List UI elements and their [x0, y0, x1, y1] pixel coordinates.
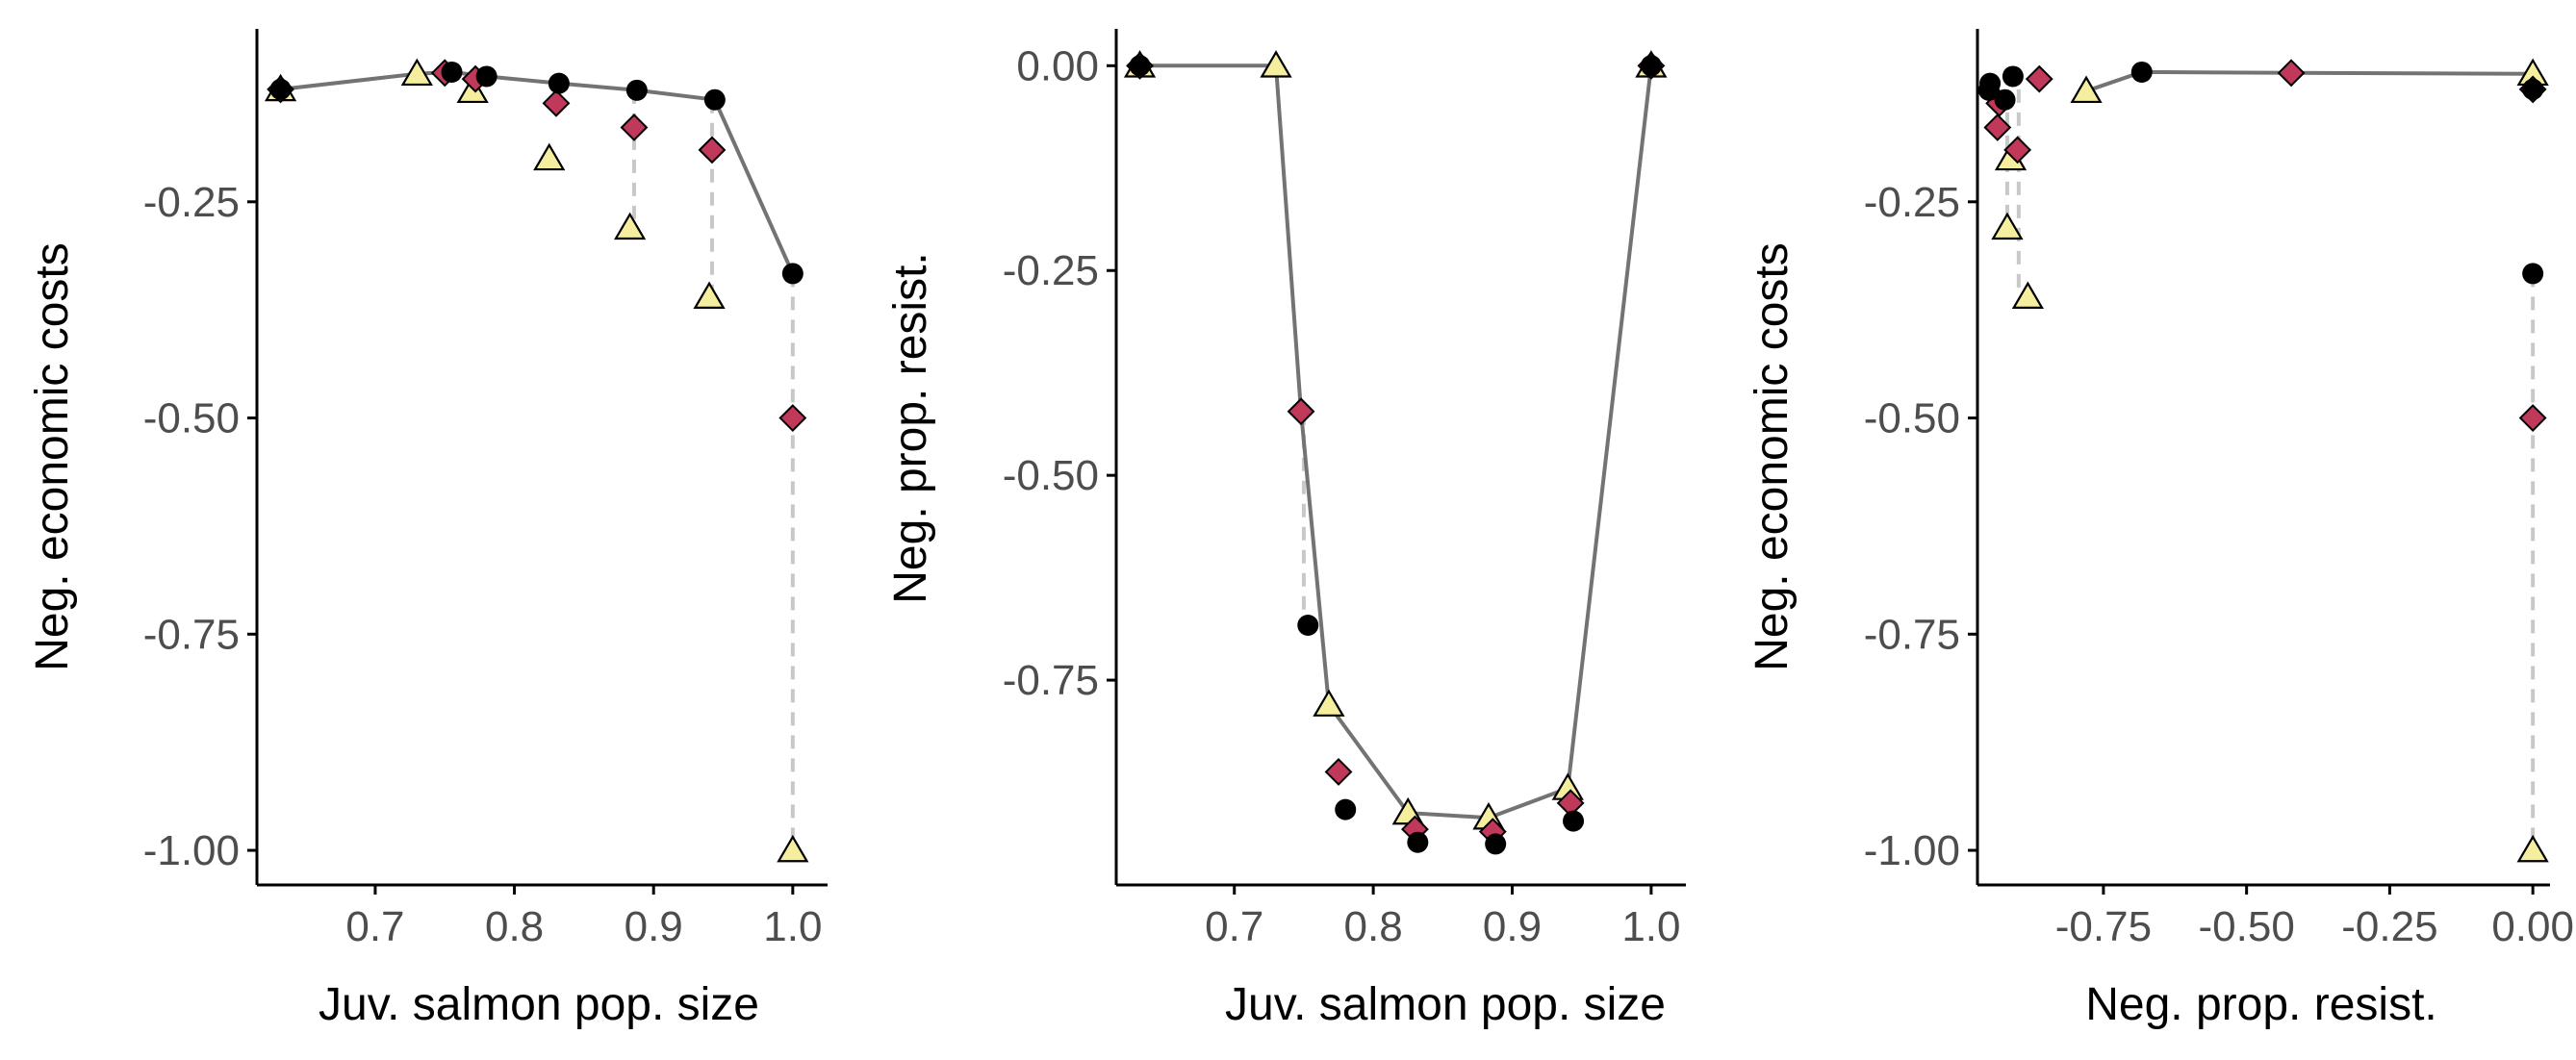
panel-middle-x-axis-title: Juv. salmon pop. size [1225, 979, 1666, 1030]
panel-left-y-tick-label: -0.50 [143, 395, 240, 442]
panel-middle-y-tick-label: -0.50 [1003, 452, 1099, 499]
panel-left-x-tick-label: 0.7 [345, 903, 404, 950]
panel-middle-circle-point [1297, 615, 1319, 637]
panel-right-triangle-point [2011, 281, 2044, 309]
panel-middle-y-axis-title: Neg. prop. resist. [885, 252, 936, 603]
panel-middle-diamond-point [1324, 758, 1353, 786]
panel-right-y-tick-label: -0.75 [1864, 611, 1960, 658]
panel-right-x-tick-label: -0.50 [2199, 903, 2295, 950]
panel-left-y-tick-label: -0.75 [143, 611, 240, 658]
panel-middle-y-tick-label: 0.00 [1016, 42, 1099, 89]
panel-middle-frontier-line [1139, 63, 1653, 820]
panel-right-circle-point [2522, 263, 2544, 285]
panel-right-circle-point [2002, 65, 2024, 88]
panel-middle: Juv. salmon pop. size Neg. prop. resist.… [885, 29, 1686, 1030]
panel-middle-diamond-point [1287, 397, 1315, 426]
panel-right: Neg. prop. resist. Neg. economic costs -… [1747, 29, 2574, 1030]
panel-right-x-tick-label: -0.75 [2055, 903, 2152, 950]
panel-left-y-tick-label: -1.00 [143, 827, 240, 874]
panel-left-y-tick-label: -0.25 [143, 179, 240, 226]
panel-middle-x-tick-label: 1.0 [1621, 903, 1680, 950]
panel-left-circle-point [625, 79, 648, 101]
panel-middle-circle-point [1640, 55, 1662, 77]
panel-left-diamond-point [778, 404, 807, 432]
panel-middle-x-tick-label: 0.8 [1344, 903, 1403, 950]
panel-left-x-axis-title: Juv. salmon pop. size [319, 979, 759, 1030]
panel-right-circle-point [1994, 88, 2016, 111]
panel-right-triangle-point [2516, 834, 2549, 863]
panel-right-diamond-point [1983, 114, 2012, 141]
panel-right-diamond-point [2025, 64, 2053, 93]
panel-left-diamond-point [698, 136, 727, 164]
panel-left-y-axis-title: Neg. economic costs [27, 242, 78, 671]
panel-left-triangle-point [777, 834, 809, 863]
panel-middle-y-tick-label: -0.25 [1003, 247, 1099, 294]
panel-right-y-axis-title: Neg. economic costs [1747, 242, 1798, 671]
panel-right-frontier-line [2085, 69, 2534, 93]
panel-left: Juv. salmon pop. size Neg. economic cost… [27, 29, 828, 1030]
panel-left-circle-point [548, 72, 570, 94]
panel-right-diamond-point [2277, 59, 2306, 88]
panel-left-circle-point [475, 65, 497, 88]
panel-left-diamond-point [542, 88, 571, 117]
panel-left-diamond-point [620, 114, 649, 141]
panel-right-y-tick-label: -0.50 [1864, 395, 1960, 442]
panel-left-circle-point [781, 263, 803, 285]
panel-left-x-tick-label: 1.0 [763, 903, 822, 950]
panel-left-circle-point [441, 61, 463, 83]
panel-right-x-tick-label: -0.25 [2341, 903, 2437, 950]
panel-middle-x-tick-label: 0.9 [1483, 903, 1542, 950]
panel-middle-x-tick-label: 0.7 [1205, 903, 1263, 950]
panel-middle-y-tick-label: -0.75 [1003, 657, 1099, 704]
panel-left-triangle-point [614, 212, 647, 240]
panel-middle-circle-point [1485, 833, 1507, 855]
panel-right-diamond-point [2518, 404, 2547, 432]
panel-right-y-tick-label: -0.25 [1864, 179, 1960, 226]
panel-middle-circle-point [1407, 831, 1429, 853]
panel-right-x-axis-title: Neg. prop. resist. [2085, 979, 2436, 1030]
panel-right-circle-point [2130, 61, 2153, 83]
panel-right-triangle-point [2070, 75, 2103, 104]
panel-right-triangle-point [1991, 212, 2024, 240]
panel-right-circle-point [1979, 72, 2002, 94]
panel-left-x-tick-label: 0.8 [485, 903, 544, 950]
panel-right-diamond-point [2003, 136, 2032, 164]
panel-right-y-tick-label: -1.00 [1864, 827, 1960, 874]
panel-left-circle-point [269, 78, 292, 100]
panel-left-x-tick-label: 0.9 [625, 903, 683, 950]
panel-left-triangle-point [400, 58, 433, 87]
panel-middle-circle-point [1129, 55, 1151, 77]
panel-middle-triangle-point [1313, 689, 1345, 717]
panel-middle-triangle-point [1260, 50, 1292, 78]
panel-left-circle-point [703, 88, 726, 111]
panel-left-triangle-point [693, 281, 726, 309]
panel-middle-circle-point [1563, 810, 1585, 832]
panel-left-triangle-point [533, 142, 566, 171]
panel-middle-circle-point [1335, 798, 1357, 820]
panel-right-circle-point [2522, 78, 2544, 100]
panel-right-x-tick-label: 0.00 [2491, 903, 2574, 950]
